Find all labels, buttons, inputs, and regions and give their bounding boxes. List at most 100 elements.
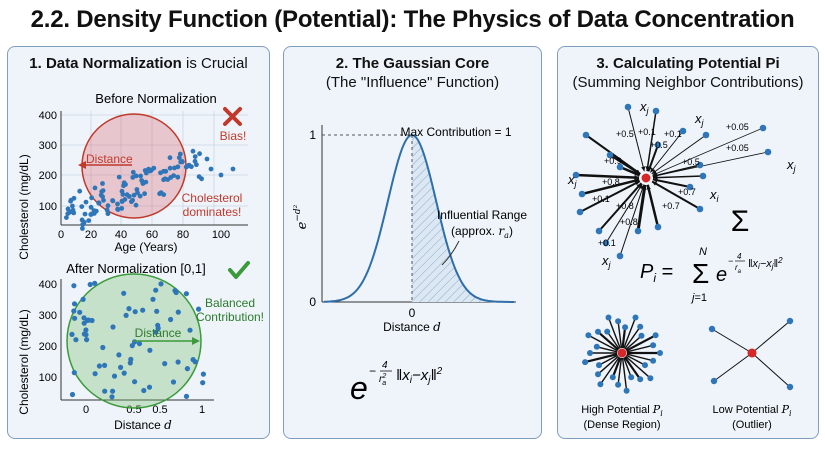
data-point [192, 154, 198, 159]
potential-diagram: +0.5 +0.1 +0.1+0.05+0.9+0.5 +0.05+0.5+0.8+0… [567, 99, 797, 431]
data-point [147, 347, 153, 353]
neighbor-point [582, 131, 590, 139]
ytick: 400 [39, 110, 57, 122]
data-point [175, 309, 181, 315]
data-point [204, 156, 210, 162]
data-point [84, 317, 90, 323]
influence-arrow [625, 335, 642, 351]
data-point [121, 183, 126, 189]
xtick: 20 [85, 229, 97, 241]
neighbor-point [622, 324, 629, 331]
neighbor-point [582, 359, 589, 366]
influence-arrow [626, 344, 654, 353]
svg-text:Σ: Σ [692, 258, 709, 289]
influence-arrow [751, 352, 791, 388]
data-point [71, 370, 77, 376]
normalization-plots: Before Normalization Cholesterol (mg/dL)… [17, 91, 264, 432]
neighbor-point [654, 223, 662, 231]
weight-label: +0.1 [638, 127, 656, 137]
data-point [110, 324, 116, 330]
panel-heading: 3. Calculating Potential Pi [558, 55, 818, 72]
data-point [127, 360, 133, 366]
dominates-label-1: Cholesterol [182, 191, 243, 205]
neighbor-point [637, 376, 644, 383]
data-point [105, 211, 111, 217]
data-point [119, 188, 125, 194]
influence-arrow [649, 130, 684, 173]
data-point [130, 197, 135, 203]
dense-region-diagram [582, 314, 663, 394]
data-point [86, 218, 92, 224]
neighbor-point [764, 148, 772, 156]
neighbor-point [634, 227, 642, 235]
weight-label: +0.8 [602, 177, 620, 187]
neighbor-point [604, 328, 611, 335]
sigma-symbol: Σ [731, 205, 750, 238]
xj-label: xj [786, 157, 797, 174]
arrow-head [192, 337, 200, 345]
data-point [130, 169, 136, 175]
influence-arrow [624, 326, 641, 350]
cross-icon [223, 107, 242, 126]
xj-label: xj [567, 172, 578, 189]
data-point [175, 174, 181, 180]
after-xlabel: Distance d [114, 418, 172, 432]
neighbor-point [702, 131, 710, 139]
gaussian-xlabel: Distance d [383, 320, 441, 334]
data-point [77, 309, 83, 315]
xtick: 0.5 [152, 404, 167, 416]
weight-labels: +0.5 +0.1 +0.1+0.05+0.9+0.5 +0.05+0.5+0.8+0… [592, 122, 749, 248]
neighbor-point [786, 317, 794, 325]
weight-label: +0.1 [592, 194, 610, 204]
neighbor-point [602, 239, 610, 247]
data-point [96, 200, 102, 206]
influence-arrow [606, 331, 620, 350]
heading-rest: is Crucial [181, 55, 248, 72]
influence-arrow [611, 357, 622, 378]
data-point [176, 155, 182, 161]
svg-text:ra: ra [735, 263, 742, 275]
data-point [146, 166, 152, 172]
neighbor-point [616, 252, 624, 260]
neighbor-point [642, 362, 648, 369]
data-point [72, 315, 78, 321]
data-point [142, 191, 148, 197]
data-point [155, 325, 161, 331]
data-point [131, 192, 137, 198]
data-point [84, 337, 90, 343]
influence-arrow [625, 355, 651, 379]
neighbor-point [710, 377, 718, 385]
data-point [71, 283, 77, 289]
svg-text:4: 4 [382, 360, 388, 371]
arrow-head [646, 184, 651, 190]
data-point [101, 197, 106, 203]
data-point [79, 204, 85, 210]
weight-label: +0.7 [662, 201, 680, 211]
panel-subheading: (Summing Neighbor Contributions) [572, 74, 804, 91]
xtick: 0.5 [126, 404, 141, 416]
data-point [87, 281, 93, 288]
ytick: 300 [39, 310, 57, 322]
ytick: 100 [39, 372, 57, 384]
data-point [167, 155, 173, 161]
influence-arrow [646, 184, 660, 228]
data-point [162, 176, 168, 182]
data-point [105, 203, 111, 209]
data-point [116, 174, 122, 180]
influence-arrow [598, 354, 618, 366]
data-point [110, 198, 115, 203]
neighbor-point [616, 163, 624, 171]
neighbor-point [628, 374, 635, 381]
data-point [132, 379, 138, 385]
influence-arrow [607, 317, 621, 349]
influence-arrow [652, 178, 691, 188]
data-point [77, 188, 83, 194]
xtick: 80 [177, 229, 189, 241]
ytick: 400 [39, 279, 57, 291]
data-point [109, 394, 115, 400]
data-point [70, 203, 75, 209]
data-point [88, 204, 94, 210]
ytick: 300 [39, 140, 57, 152]
tick-zero: 0 [309, 295, 316, 309]
low-potential-label: Low Potential Pi [712, 403, 792, 418]
